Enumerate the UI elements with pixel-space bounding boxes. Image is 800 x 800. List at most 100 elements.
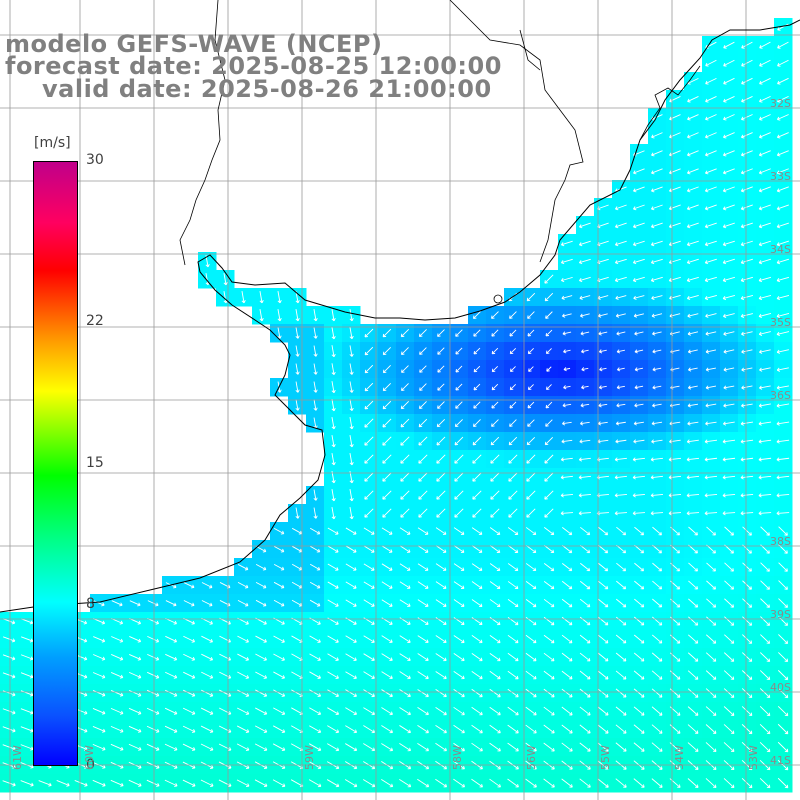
wind-vector-arrow	[776, 349, 789, 354]
wind-vector-arrow	[776, 313, 790, 319]
wind-vector-arrow	[758, 240, 771, 247]
wind-vector-arrow	[705, 403, 717, 408]
wind-vector-arrow	[508, 454, 518, 464]
wind-vector-arrow	[400, 400, 410, 410]
wind-vector-arrow	[472, 436, 482, 446]
wind-vector-arrow	[401, 383, 409, 391]
wind-vector-arrow	[687, 132, 699, 139]
wind-vector-arrow	[382, 400, 392, 410]
wind-vector-arrow	[581, 385, 589, 390]
wind-vector-arrow	[776, 132, 789, 139]
wind-vector-arrow	[687, 96, 699, 103]
wind-vector-arrow	[527, 419, 535, 427]
wind-vector-arrow	[758, 403, 771, 408]
wind-vector-arrow	[419, 365, 427, 373]
wind-vector-arrow	[740, 204, 753, 211]
wind-vector-arrow	[331, 453, 336, 466]
wind-vector-arrow	[776, 240, 790, 247]
wind-vector-arrow	[722, 222, 735, 229]
wind-vector-arrow	[704, 168, 717, 175]
wind-vector-arrow	[704, 276, 717, 283]
wind-vector-arrow	[545, 348, 552, 355]
wind-vector-arrow	[651, 313, 663, 318]
wind-vector-arrow	[634, 403, 644, 408]
wind-vector-arrow	[705, 349, 717, 354]
wind-vector-arrow	[722, 168, 735, 175]
wind-vector-arrow	[740, 276, 753, 283]
wind-vector-arrow	[472, 454, 482, 464]
wind-vector-arrow	[776, 150, 789, 157]
wind-vector-arrow	[687, 385, 698, 390]
longitude-label: 53W	[747, 745, 760, 770]
wind-vector-arrow	[634, 349, 644, 354]
latitude-label: 40S	[770, 681, 791, 694]
wind-vector-arrow	[687, 421, 699, 426]
wind-vector-arrow	[473, 383, 481, 391]
wind-vector-arrow	[741, 59, 753, 67]
wind-vector-arrow	[364, 418, 374, 428]
wind-vector-arrow	[686, 276, 699, 283]
wind-vector-arrow	[705, 367, 716, 372]
wind-vector-arrow	[331, 417, 336, 430]
wind-vector-arrow	[349, 345, 354, 357]
wind-vector-arrow	[581, 367, 589, 372]
wind-vector-arrow	[615, 439, 627, 444]
wind-vector-arrow	[578, 240, 591, 247]
wind-vector-arrow	[491, 383, 499, 391]
wind-vector-arrow	[722, 294, 735, 301]
wind-vector-arrow	[331, 399, 336, 412]
wind-vector-arrow	[633, 168, 645, 175]
wind-vector-arrow	[669, 439, 681, 444]
wind-vector-arrow	[597, 421, 608, 426]
wind-vector-arrow	[705, 96, 717, 103]
wind-vector-arrow	[686, 240, 699, 247]
wind-vector-arrow	[560, 240, 573, 247]
wind-vector-arrow	[331, 363, 336, 376]
wind-vector-arrow	[313, 327, 318, 339]
wind-vector-arrow	[400, 436, 410, 446]
wind-vector-arrow	[364, 364, 374, 374]
wind-vector-arrow	[349, 309, 354, 322]
wind-vector-arrow	[544, 436, 554, 446]
wind-vector-arrow	[418, 329, 427, 338]
wind-vector-arrow	[364, 382, 374, 392]
wind-vector-arrow	[615, 204, 627, 211]
wind-vector-arrow	[650, 276, 663, 283]
wind-vector-arrow	[419, 347, 427, 355]
wind-vector-arrow	[509, 311, 517, 319]
latitude-label: 38S	[770, 535, 791, 548]
wind-vector-arrow	[650, 240, 663, 247]
wind-vector-arrow	[758, 313, 772, 319]
wind-vector-arrow	[722, 186, 735, 193]
wind-vector-arrow	[382, 365, 391, 374]
wind-vector-arrow	[331, 435, 336, 448]
wind-vector-arrow	[616, 331, 626, 336]
wind-vector-arrow	[633, 186, 645, 193]
wind-vector-arrow	[528, 366, 534, 372]
wind-vector-arrow	[722, 439, 736, 444]
wind-vector-arrow	[437, 347, 445, 355]
wind-vector-arrow	[776, 421, 790, 426]
longitude-label: 61W	[11, 745, 24, 770]
wind-vector-arrow	[473, 347, 481, 355]
colorbar-tick-label: 15	[86, 454, 104, 471]
wind-vector-arrow	[616, 367, 625, 372]
wind-vector-arrow	[632, 258, 645, 265]
border-line-2	[449, 0, 584, 263]
wind-vector-arrow	[560, 276, 573, 283]
wind-vector-arrow	[241, 291, 246, 304]
wind-vector-arrow	[633, 295, 645, 300]
wind-vector-arrow	[652, 367, 662, 372]
wind-vector-arrow	[686, 222, 699, 229]
wind-vector-arrow	[437, 329, 445, 337]
wind-vector-arrow	[652, 403, 662, 408]
wind-vector-arrow	[331, 345, 336, 358]
wind-vector-arrow	[616, 385, 625, 390]
wind-vector-arrow	[472, 311, 481, 320]
wind-vector-arrow	[776, 331, 790, 336]
wind-vector-arrow	[331, 309, 336, 322]
wind-vector-arrow	[527, 348, 534, 355]
wind-vector-arrow	[723, 331, 735, 336]
wind-vector-arrow	[331, 381, 336, 394]
wind-vector-arrow	[705, 114, 717, 121]
